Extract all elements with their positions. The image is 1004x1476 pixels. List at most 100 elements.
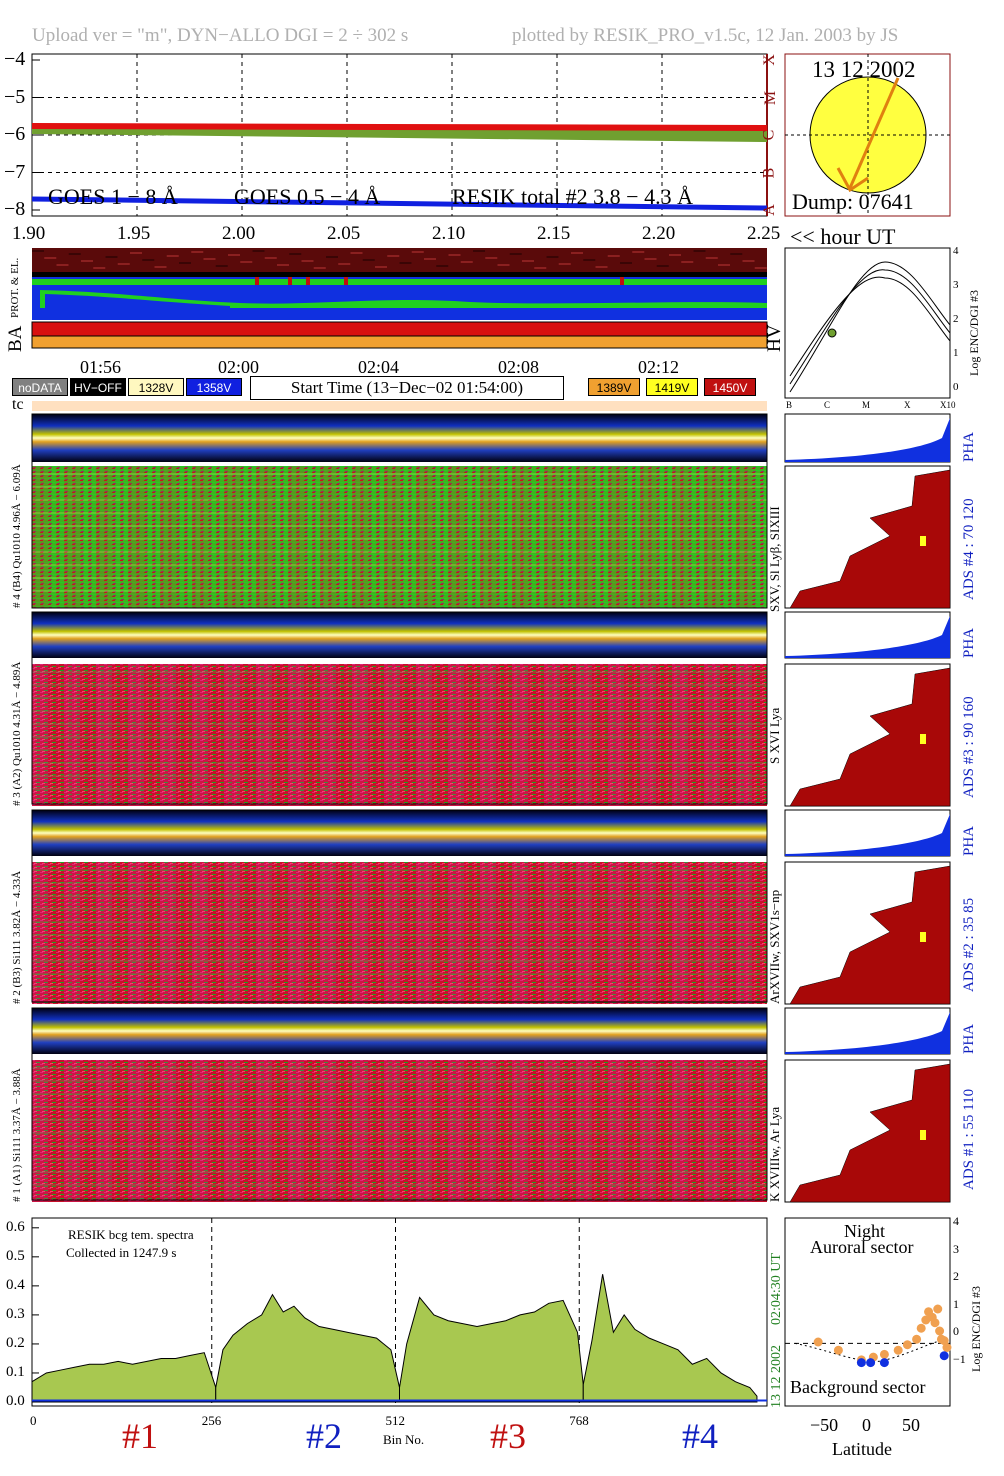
prot-red-mark xyxy=(288,277,292,285)
tc-bar xyxy=(32,401,767,411)
spectrum-series-ch4 xyxy=(582,1274,758,1403)
spectrogram-body xyxy=(32,466,767,608)
prot-top-stripe xyxy=(166,255,179,257)
spectrum-y-tick-label: 0.5 xyxy=(6,1247,25,1264)
spectrogram-column xyxy=(512,664,528,806)
pha-label: PHA xyxy=(961,627,977,658)
strip-time-tick: 02:04 xyxy=(358,357,400,377)
spectrogram-body xyxy=(32,1060,767,1202)
prot-top-stripe xyxy=(399,262,412,264)
spectrogram-column xyxy=(640,664,656,806)
spectrum-y-tick-label: 0.1 xyxy=(6,1363,25,1380)
pha-side-histogram xyxy=(785,616,950,658)
ads-marker xyxy=(920,536,926,546)
prot-top-stripe xyxy=(546,256,559,258)
prot-top-stripe xyxy=(522,260,534,262)
lat-y-tick-label: 1 xyxy=(953,1296,959,1311)
spectrum-x-tick-label: 0 xyxy=(30,1413,37,1428)
prot-top-stripe xyxy=(301,260,314,262)
spectrogram-column xyxy=(416,862,432,1004)
spectrum-note-2: Collected in 1247.9 s xyxy=(66,1245,177,1260)
spectrum-y-tick-label: 0.0 xyxy=(6,1393,25,1409)
ads-lines-label: S XVI Lya xyxy=(767,707,782,764)
spectrogram-column xyxy=(352,1060,368,1202)
spectrogram-column xyxy=(128,862,144,1004)
spectrogram-column xyxy=(416,1060,432,1202)
pha-spectrogram-strip xyxy=(32,1008,767,1054)
prot-red-mark xyxy=(620,277,624,285)
goes-curves xyxy=(31,123,768,211)
spectrogram-column xyxy=(384,664,400,806)
ads-marker xyxy=(920,932,926,942)
hv-y-tick-label: 0 xyxy=(953,381,959,393)
lat-point-blue xyxy=(879,1358,889,1368)
prot-top-stripe xyxy=(534,267,547,269)
spectrogram-column xyxy=(192,664,208,806)
lat-title-1: Night xyxy=(844,1221,886,1241)
prot-top-stripe xyxy=(32,250,44,252)
prot-top-stripe xyxy=(436,265,449,267)
lat-point-orange xyxy=(879,1349,889,1359)
prot-top-stripe xyxy=(473,250,485,252)
ads-label: ADS #4 : 70 120 xyxy=(961,498,977,600)
spectrogram-frame xyxy=(31,1007,768,1201)
lat-x-tick-label: 0 xyxy=(862,1415,871,1435)
spectrogram-column xyxy=(128,1060,144,1202)
channel-label: #1 xyxy=(122,1416,158,1456)
goes-x-tick-label: 1.95 xyxy=(117,223,151,244)
spectrum-series-ch2 xyxy=(215,1293,400,1403)
lat-x-title: Latitude xyxy=(832,1439,892,1459)
spectrogram-column xyxy=(512,1060,528,1202)
spectrogram-column xyxy=(704,664,720,806)
spectrogram-column xyxy=(32,466,48,608)
strip-time-tick: 02:00 xyxy=(218,357,260,377)
goes-class-letter: X xyxy=(760,54,778,66)
prot-red-mark xyxy=(306,277,310,285)
prot-top-stripe xyxy=(277,264,289,266)
prot-el-label: PROT. & EL. xyxy=(9,257,21,318)
spectrogram-column xyxy=(128,664,144,806)
ba-label: BA xyxy=(5,325,26,352)
spectrogram-column xyxy=(224,664,240,806)
prot-top-stripe xyxy=(595,266,608,268)
prot-red-mark xyxy=(255,277,259,285)
prot-top-stripe xyxy=(411,251,424,253)
lat-y-tick-label: 4 xyxy=(953,1214,959,1228)
prot-top-stripe xyxy=(387,255,400,257)
ads-label: ADS #3 : 90 160 xyxy=(961,696,977,798)
hv-legend-item: 1328V xyxy=(128,378,184,396)
spectrogram-column xyxy=(576,862,592,1004)
hv-curve xyxy=(789,261,951,393)
prot-top-stripe xyxy=(289,253,302,255)
lat-point-blue xyxy=(866,1358,876,1368)
spectrogram-column xyxy=(480,466,496,608)
prot-top-stripe xyxy=(632,251,645,253)
spectrogram-column xyxy=(544,1060,560,1202)
goes-short-legend: GOES 0.5 − 4 Å xyxy=(234,184,381,209)
spectrogram-column xyxy=(672,664,688,806)
pha-side-histogram xyxy=(785,1012,950,1054)
prot-top-stripe xyxy=(571,252,583,254)
goes-x-tick-label: 2.20 xyxy=(642,223,676,244)
hv-x-tick-label: X10 xyxy=(940,400,956,410)
spectrogram-column xyxy=(416,664,432,806)
pha-label: PHA xyxy=(961,825,977,856)
prot-top-stripe xyxy=(130,252,142,254)
spectrogram-column xyxy=(128,466,144,608)
spectrum-x-tick-label: 768 xyxy=(569,1413,589,1428)
hv-curve xyxy=(789,276,951,377)
prot-top-stripe xyxy=(215,265,228,267)
spectrogram-column xyxy=(736,664,752,806)
spectrograms xyxy=(31,413,768,1202)
prot-top-stripe xyxy=(558,263,571,265)
spectrogram-column xyxy=(608,466,624,608)
lat-point-orange xyxy=(912,1334,922,1344)
spectrum-x-tick-label: 256 xyxy=(201,1413,222,1428)
spectrogram-column xyxy=(160,466,176,608)
spectrogram-column xyxy=(608,862,624,1004)
spectrum-x-title: Bin No. xyxy=(383,1432,425,1447)
hv-y-tick-label: 1 xyxy=(953,347,959,359)
prot-top-stripe xyxy=(117,263,130,265)
goes-y-tick-label: −7 xyxy=(4,160,26,183)
